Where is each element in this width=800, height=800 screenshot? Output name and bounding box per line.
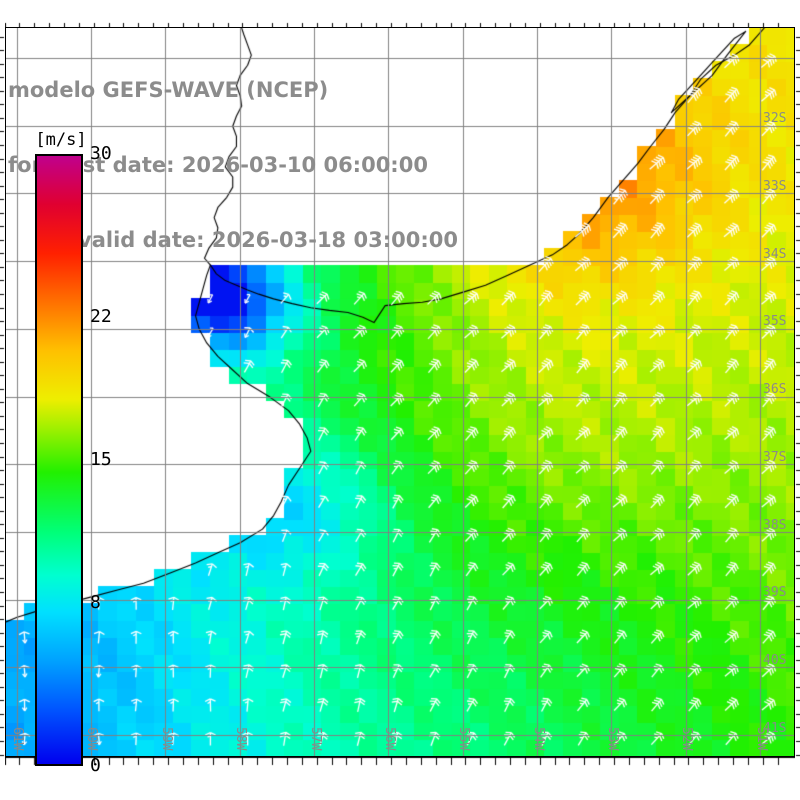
colorbar-unit-label: [m/s]: [35, 130, 87, 150]
lat-lon-gridlines: [6, 28, 794, 756]
colorbar: [m/s] 30 22 15 8 0: [32, 130, 128, 776]
top-axis-ticks: [5, 20, 795, 28]
colorbar-gradient: [35, 154, 83, 766]
colorbar-tick-15: 15: [90, 449, 112, 470]
left-axis-ticks: [0, 27, 6, 757]
map-plot-area[interactable]: [5, 27, 795, 757]
right-axis-ticks: [794, 27, 800, 757]
colorbar-tick-30: 30: [90, 143, 112, 164]
bottom-axis-ticks: [5, 757, 795, 771]
colorbar-tick-0: 0: [90, 755, 101, 776]
colorbar-tick-22: 22: [90, 306, 112, 328]
colorbar-tick-8: 8: [90, 591, 101, 613]
